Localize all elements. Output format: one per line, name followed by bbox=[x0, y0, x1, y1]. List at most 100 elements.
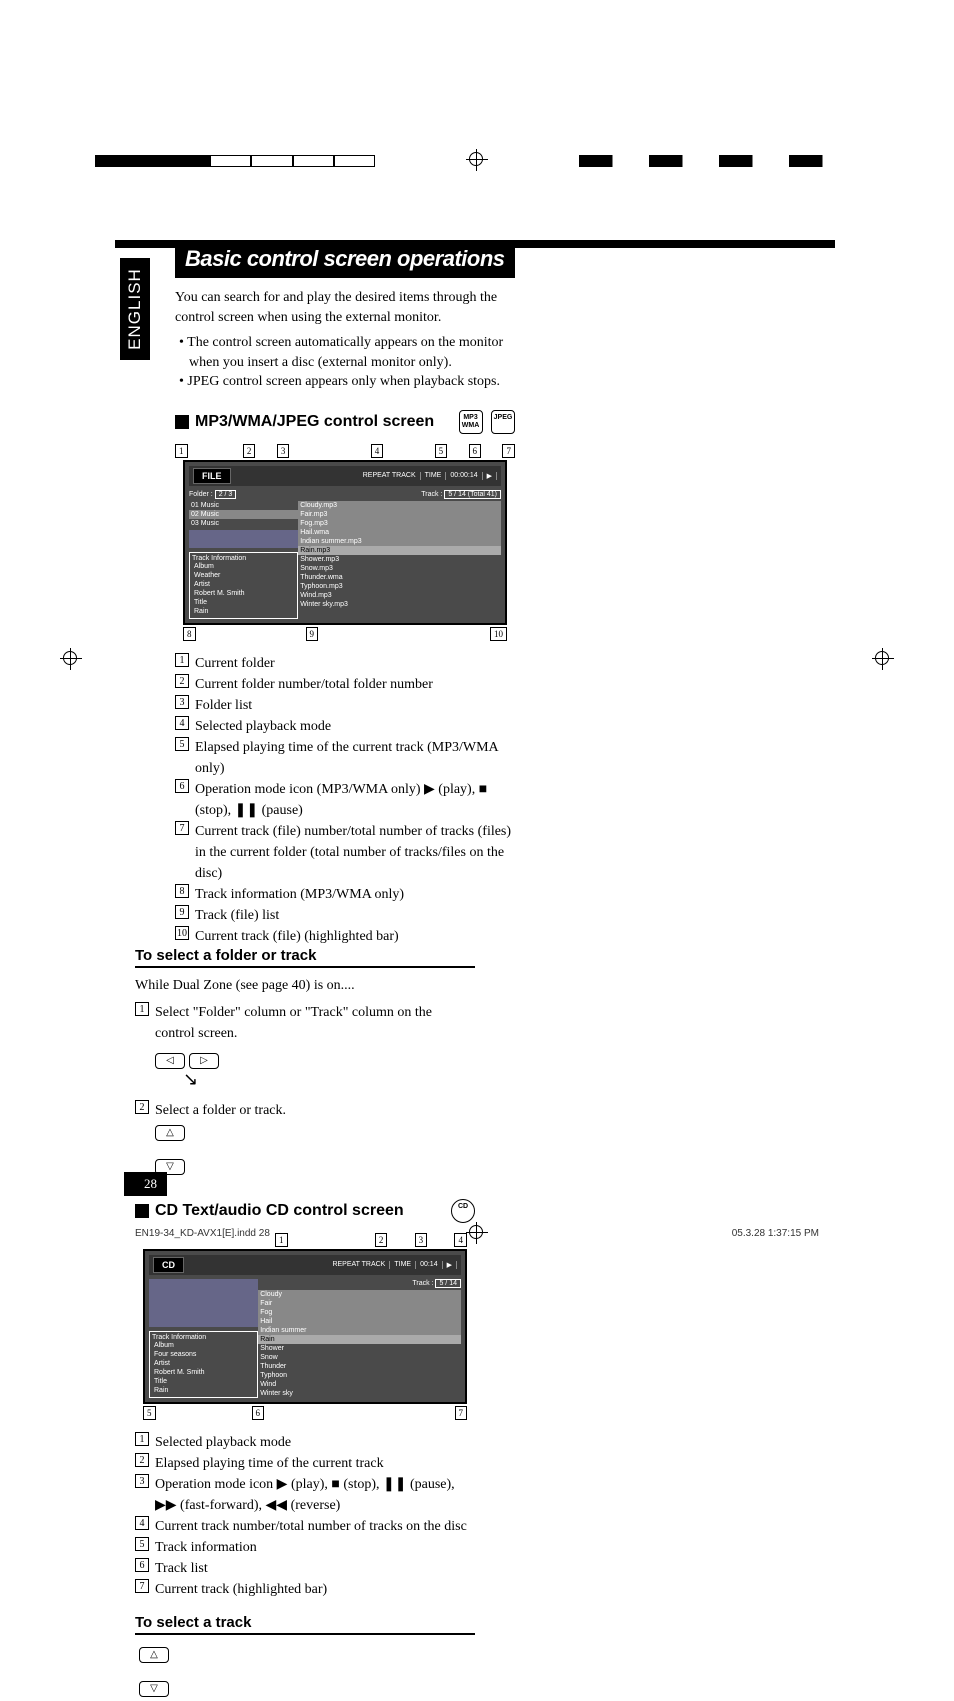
folder-counter: 2 / 3 bbox=[215, 490, 237, 499]
folder-item: 03 Music bbox=[189, 519, 298, 528]
legend-item: 6Track list bbox=[135, 1558, 475, 1579]
footer-file: EN19-34_KD-AVX1[E].indd 28 bbox=[135, 1228, 270, 1239]
square-bullet-icon bbox=[135, 1204, 149, 1218]
mp3-legend: 1Current folder2Current folder number/to… bbox=[175, 653, 515, 947]
info-row: Robert M. Smith bbox=[152, 1368, 255, 1377]
track-item: Fair.mp3 bbox=[298, 510, 501, 519]
left-right-buttons: ◁ ▷ ↘ bbox=[155, 1050, 475, 1090]
time-value: 00:14 bbox=[420, 1261, 443, 1269]
info-row: Title bbox=[152, 1377, 255, 1386]
info-row: Rain bbox=[152, 1386, 255, 1395]
legend-item: 7Current track (file) number/total numbe… bbox=[175, 821, 515, 884]
track-counter: 5 / 14 (Total 41) bbox=[444, 490, 501, 499]
track-information-panel: Track Information AlbumFour seasonsArtis… bbox=[149, 1331, 258, 1398]
cd-callouts-bottom: 5 6 7 bbox=[135, 1406, 475, 1420]
page-number: 28 bbox=[124, 1172, 167, 1196]
main-title: Basic control screen operations bbox=[175, 240, 515, 278]
up-arrow-button[interactable]: △ bbox=[139, 1647, 169, 1663]
step-2: 2 Select a folder or track. bbox=[135, 1100, 475, 1121]
legend-item: 1Current folder bbox=[175, 653, 515, 674]
track-counter: 5 / 14 bbox=[435, 1279, 461, 1288]
down-arrow-button[interactable]: ▽ bbox=[139, 1681, 169, 1697]
registration-mark-icon bbox=[60, 648, 82, 670]
up-down-buttons: △ ▽ bbox=[139, 1647, 169, 1697]
legend-item: 7Current track (highlighted bar) bbox=[135, 1579, 475, 1600]
time-label: TIME bbox=[425, 472, 447, 480]
track-item: Rain.mp3 bbox=[298, 546, 501, 555]
track-item: Thunder bbox=[258, 1362, 461, 1371]
track-item: Cloudy bbox=[258, 1290, 461, 1299]
registration-mark-icon bbox=[466, 149, 488, 171]
track-item: Hail.wma bbox=[298, 528, 501, 537]
legend-item: 3Folder list bbox=[175, 695, 515, 716]
mp3-wma-icon: MP3 WMA bbox=[459, 410, 483, 434]
footer-date: 05.3.28 1:37:15 PM bbox=[732, 1228, 819, 1239]
legend-item: 6Operation mode icon (MP3/WMA only) ▶ (p… bbox=[175, 779, 515, 821]
play-icon: ▶ bbox=[487, 472, 497, 480]
select-folder-intro: While Dual Zone (see page 40) is on.... bbox=[135, 976, 475, 996]
legend-item: 10Current track (file) (highlighted bar) bbox=[175, 926, 515, 947]
legend-item: 4Current track number/total number of tr… bbox=[135, 1516, 475, 1537]
legend-item: 4Selected playback mode bbox=[175, 716, 515, 737]
track-item: Indian summer bbox=[258, 1326, 461, 1335]
square-bullet-icon bbox=[175, 415, 189, 429]
track-item: Snow.mp3 bbox=[298, 564, 501, 573]
cd-icon: CD bbox=[451, 1199, 475, 1223]
time-value: 00:00:14 bbox=[450, 472, 482, 480]
legend-item: 2Elapsed playing time of the current tra… bbox=[135, 1453, 475, 1474]
screen-title: CD bbox=[153, 1257, 184, 1273]
folder-item: 02 Music bbox=[189, 510, 298, 519]
left-arrow-button[interactable]: ◁ bbox=[155, 1053, 185, 1069]
track-item: Shower.mp3 bbox=[298, 555, 501, 564]
track-item: Winter sky bbox=[258, 1389, 461, 1398]
playback-mode: REPEAT TRACK bbox=[332, 1261, 390, 1269]
info-row: Artist bbox=[152, 1359, 255, 1368]
mp3-callouts-bottom: 8 9 10 bbox=[175, 627, 515, 641]
legend-item: 5Track information bbox=[135, 1537, 475, 1558]
legend-item: 8Track information (MP3/WMA only) bbox=[175, 884, 515, 905]
mp3-callouts-top: 1 2 3 4 5 6 7 bbox=[175, 444, 515, 458]
right-arrow-button[interactable]: ▷ bbox=[189, 1053, 219, 1069]
bullet-2: • JPEG control screen appears only when … bbox=[189, 372, 515, 392]
track-item: Typhoon bbox=[258, 1371, 461, 1380]
section-mp3-heading: MP3/WMA/JPEG control screen MP3 WMA JPEG bbox=[175, 410, 515, 434]
track-item: Shower bbox=[258, 1344, 461, 1353]
folder-item: 01 Music bbox=[189, 501, 298, 510]
step-1: 1 Select "Folder" column or "Track" colu… bbox=[135, 1002, 475, 1044]
select-track-heading: To select a track bbox=[135, 1614, 475, 1635]
legend-item: 3Operation mode icon ▶ (play), ■ (stop),… bbox=[135, 1474, 475, 1516]
legend-item: 2Current folder number/total folder numb… bbox=[175, 674, 515, 695]
legend-item: 9Track (file) list bbox=[175, 905, 515, 926]
cd-legend: 1Selected playback mode2Elapsed playing … bbox=[135, 1432, 475, 1600]
track-item: Wind.mp3 bbox=[298, 591, 501, 600]
track-item: Rain bbox=[258, 1335, 461, 1344]
track-information-panel: Track Information Album Weather Artist R… bbox=[189, 552, 298, 619]
screen-title: FILE bbox=[193, 468, 231, 484]
time-label: TIME bbox=[394, 1261, 416, 1269]
registration-mark-icon bbox=[872, 648, 894, 670]
bullet-1: • The control screen automatically appea… bbox=[189, 333, 515, 372]
legend-item: 1Selected playback mode bbox=[135, 1432, 475, 1453]
track-item: Typhoon.mp3 bbox=[298, 582, 501, 591]
legend-item: 5Elapsed playing time of the current tra… bbox=[175, 737, 515, 779]
track-item: Wind bbox=[258, 1380, 461, 1389]
playback-mode: REPEAT TRACK bbox=[363, 472, 421, 480]
play-icon: ▶ bbox=[447, 1261, 457, 1269]
intro-text: You can search for and play the desired … bbox=[175, 288, 515, 327]
track-item: Indian summer.mp3 bbox=[298, 537, 501, 546]
jpeg-icon: JPEG bbox=[491, 410, 515, 434]
track-item: Hail bbox=[258, 1317, 461, 1326]
select-folder-heading: To select a folder or track bbox=[135, 947, 475, 968]
mp3-control-screen: FILE REPEAT TRACK TIME 00:00:14 ▶ Folder… bbox=[183, 460, 507, 625]
section-cd-heading: CD Text/audio CD control screen CD bbox=[135, 1199, 475, 1223]
up-down-buttons: △ ▽ bbox=[155, 1125, 185, 1175]
track-item: Snow bbox=[258, 1353, 461, 1362]
track-item: Fair bbox=[258, 1299, 461, 1308]
info-row: Album bbox=[152, 1341, 255, 1350]
track-item: Fog.mp3 bbox=[298, 519, 501, 528]
track-item: Fog bbox=[258, 1308, 461, 1317]
track-item: Winter sky.mp3 bbox=[298, 600, 501, 609]
up-arrow-button[interactable]: △ bbox=[155, 1125, 185, 1141]
track-item: Cloudy.mp3 bbox=[298, 501, 501, 510]
track-item: Thunder.wma bbox=[298, 573, 501, 582]
